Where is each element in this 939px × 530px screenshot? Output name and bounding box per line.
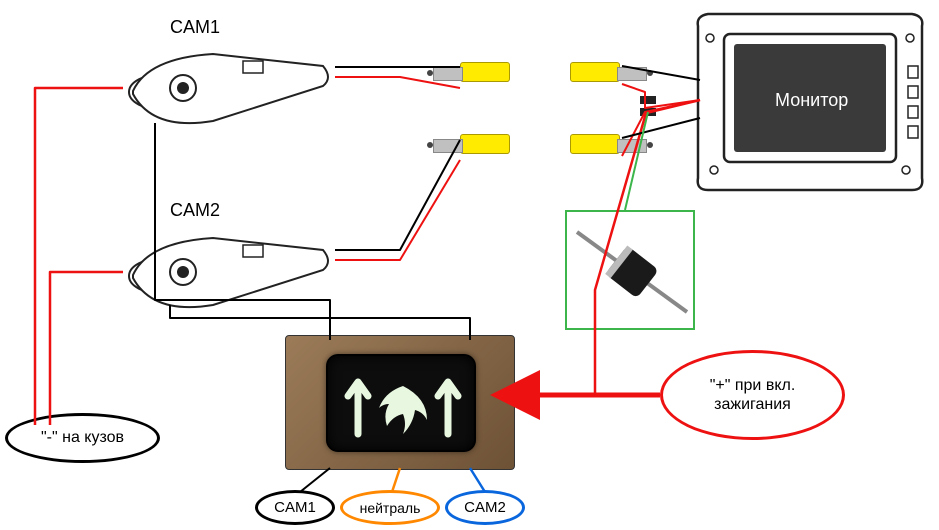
- inline-diode-2: [640, 108, 656, 116]
- sw-cam1-oval: CAM1: [255, 490, 335, 525]
- diode-box: [565, 210, 695, 330]
- sw-neutral-oval: нейтраль: [340, 490, 440, 525]
- arrow-left-icon: [348, 382, 368, 434]
- ignition-label: "+" при вкл. зажигания: [660, 350, 845, 440]
- cam1-label: CAM1: [170, 17, 220, 38]
- arrow-right-icon: [438, 382, 458, 434]
- cam2-label: CAM2: [170, 200, 220, 221]
- eagle-icon: [379, 386, 427, 434]
- inline-diode-1: [640, 96, 656, 104]
- rca-bot-right: [570, 134, 620, 154]
- sw-cam2-oval: CAM2: [445, 490, 525, 525]
- rca-bot-left: [460, 134, 510, 154]
- ground-label: "-" на кузов: [5, 413, 160, 463]
- monitor-label: Монитор: [775, 90, 848, 111]
- rca-top-left: [460, 62, 510, 82]
- switch-button[interactable]: [326, 354, 476, 452]
- switch-panel: [285, 335, 515, 470]
- rca-top-right: [570, 62, 620, 82]
